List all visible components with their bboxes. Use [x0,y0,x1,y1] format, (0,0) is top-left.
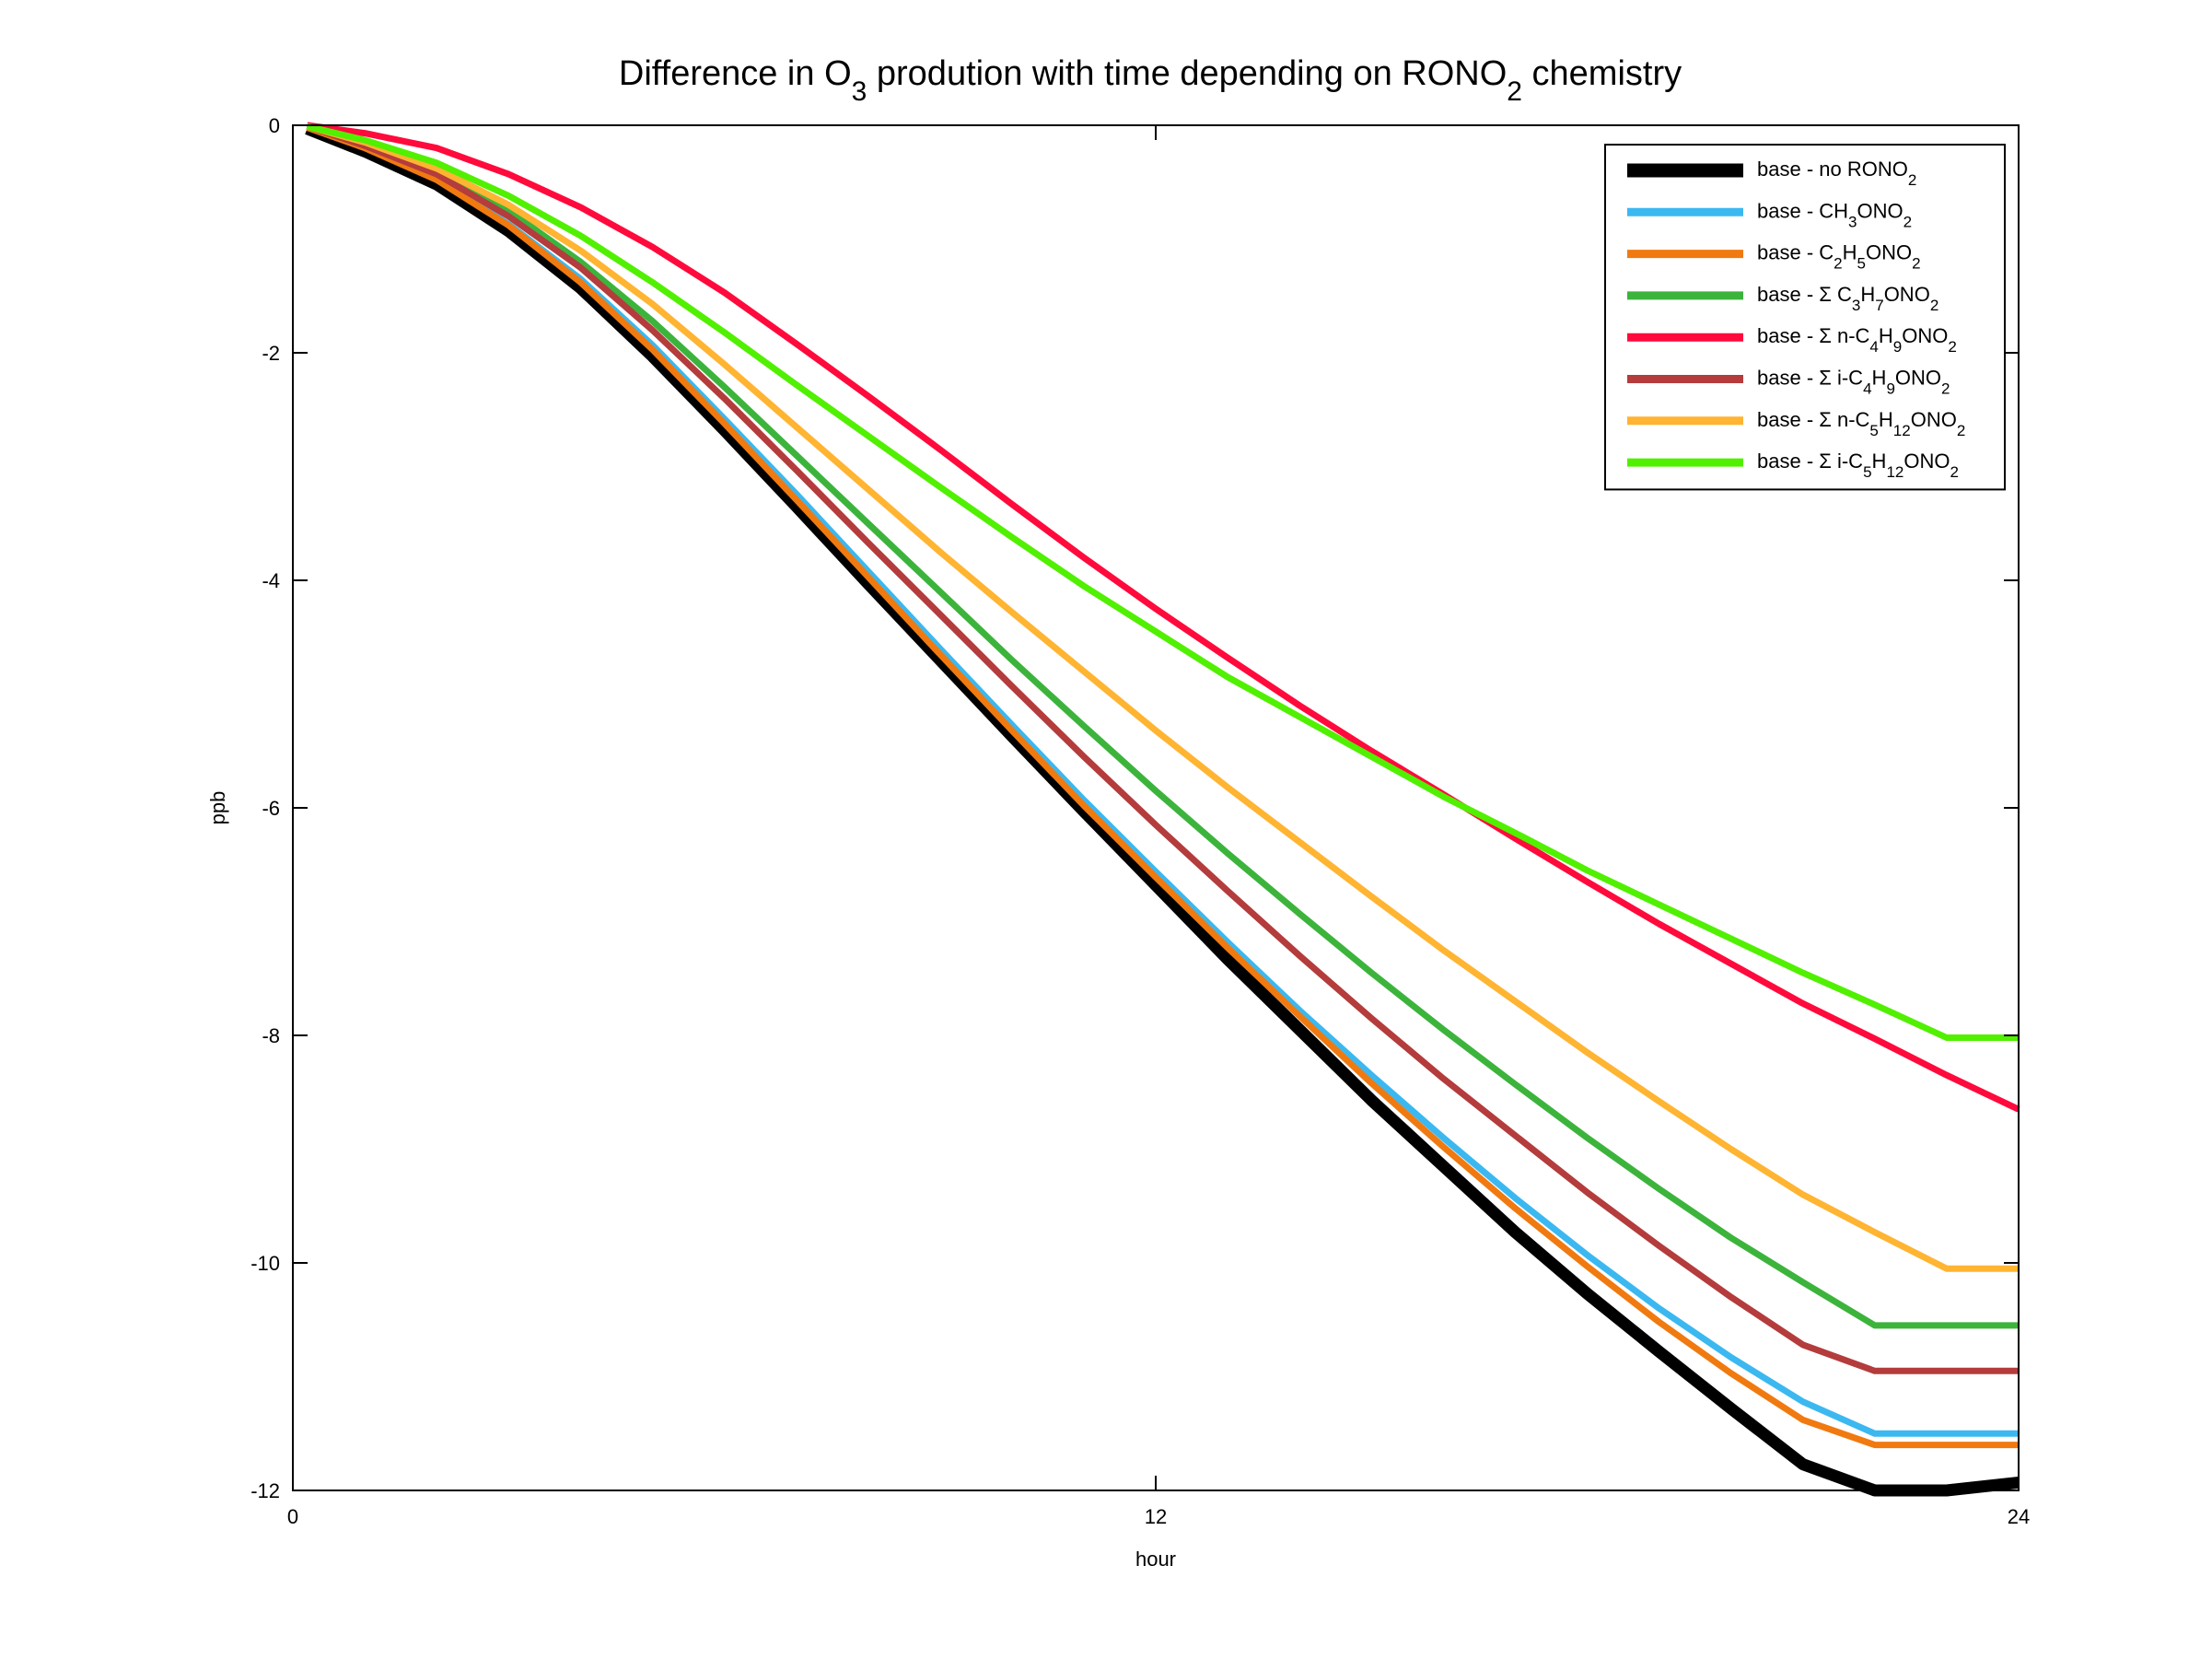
y-tick-label: -10 [250,1252,280,1275]
series-line-8 [306,123,2019,1041]
series-line-1 [305,123,2020,1497]
y-tick-label: -12 [250,1479,280,1502]
y-tick-label: 0 [269,114,280,137]
series-line-7 [306,123,2019,1272]
legend: base - no RONO2 base - CH3ONO2 base - C2H5… [1604,144,2006,491]
x-tick-label: 24 [2008,1505,2030,1528]
x-tick-label: 12 [1145,1505,1167,1528]
legend-label: base - CH3ONO2 [1757,199,1912,230]
y-axis-label: ppb [206,791,229,825]
y-tick-label: -8 [262,1024,280,1047]
legend-label: base - Σ C3H7ONO2 [1757,283,1938,314]
axis-ticks: 0 12 24 0 -2 -4 -6 -8 -10 -12 [250,114,2030,1528]
legend-box [1604,144,2006,491]
legend-label: base - Σ n-C4H9ONO2 [1757,324,1957,356]
y-tick-label: -2 [262,342,280,365]
legend-label: base - Σ n-C5H12ONO2 [1757,408,1965,439]
legend-label: base - Σ i-C4H9ONO2 [1757,367,1950,398]
legend-label: base - Σ i-C5H12ONO2 [1757,450,1959,480]
series-line-6 [306,123,2019,1374]
legend-label: base - C2H5ONO2 [1757,241,1921,273]
legend-label: base - no RONO2 [1757,158,1916,189]
series-line-3 [306,124,2019,1449]
series-line-4 [306,123,2019,1329]
y-tick-label: -6 [262,797,280,820]
series-layer [305,122,2020,1497]
chart-title: Difference in O3 prodution with time dep… [619,54,1682,107]
y-tick-label: -4 [262,569,280,592]
series-line-5 [307,122,2020,1113]
x-axis-label: hour [1135,1548,1176,1571]
x-tick-label: 0 [287,1505,298,1528]
